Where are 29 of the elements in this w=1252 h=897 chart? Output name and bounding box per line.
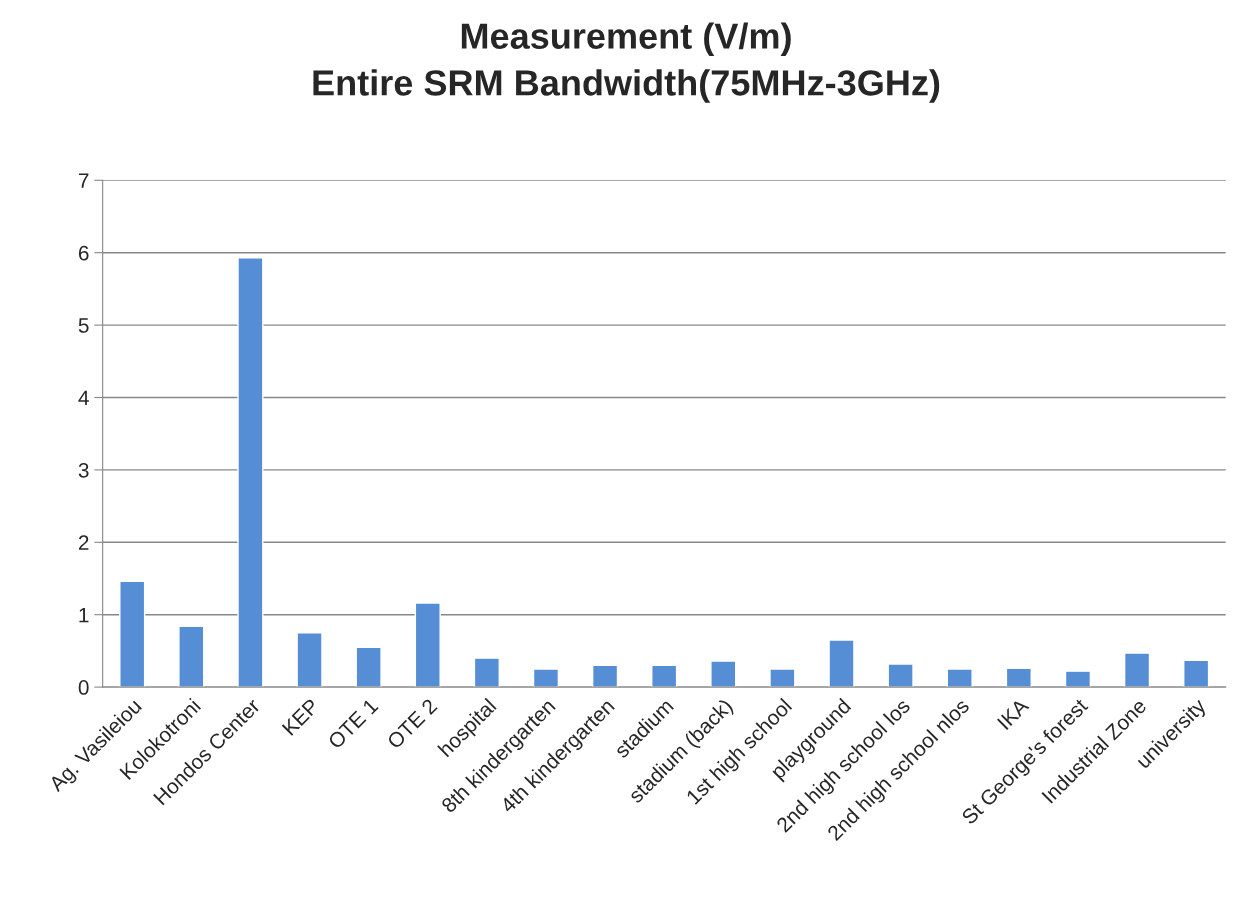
y-tick-label: 3 [78, 462, 89, 478]
bar [532, 668, 560, 688]
y-tick-label: 0 [78, 680, 89, 695]
bar [1005, 667, 1032, 688]
bar [355, 646, 382, 688]
bar [1183, 659, 1210, 688]
chart-title: Measurement (V/m) Entire SRM Bandwidth(75MHz-3GHz) [313, 22, 940, 103]
bar [946, 668, 973, 688]
y-tick-label: 2 [78, 535, 89, 550]
bar [887, 663, 914, 688]
y-tick-label: 4 [78, 390, 89, 406]
bar [769, 668, 796, 688]
bar [296, 632, 323, 688]
y-tick-label: 1 [79, 607, 89, 623]
bar [1064, 670, 1092, 688]
bar [473, 657, 500, 688]
bar [1123, 652, 1151, 688]
bar [710, 660, 737, 688]
bar [828, 639, 855, 688]
bar [591, 664, 619, 688]
y-tick-label: 5 [78, 318, 89, 333]
bar [178, 625, 205, 688]
bar [651, 664, 678, 688]
y-tick-label: 6 [78, 245, 89, 261]
bar [237, 257, 264, 688]
bar [119, 580, 146, 688]
bar [414, 602, 441, 688]
x-tick-label: IKA [996, 697, 1030, 730]
y-tick-label: 7 [78, 173, 89, 188]
